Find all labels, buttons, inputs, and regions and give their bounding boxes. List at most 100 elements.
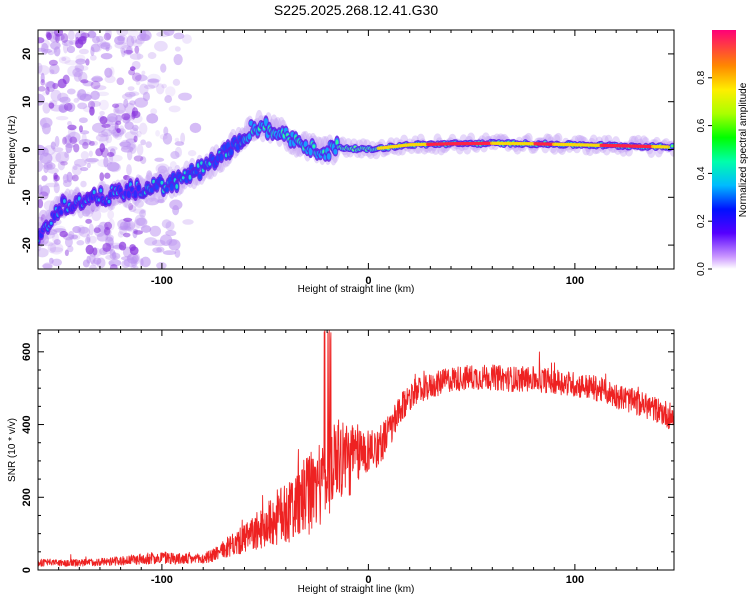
- spectrogram-noise-blob: [69, 136, 78, 145]
- spectrogram-noise-blob: [116, 77, 125, 86]
- spectrogram-noise-blob: [133, 208, 147, 214]
- snr-xlabel: Height of straight line (km): [298, 584, 415, 595]
- spectrogram-noise-blob: [64, 236, 73, 248]
- spectrogram-noise-blob: [102, 242, 112, 252]
- spectrogram-noise-blob: [67, 245, 74, 253]
- spectrogram-noise-blob: [129, 53, 144, 60]
- spectrogram-noise-blob: [88, 264, 98, 269]
- snr-xtick-label: -100: [151, 574, 173, 586]
- spectrogram-noise-blob: [76, 240, 85, 246]
- spectrogram-ridge-core: [263, 118, 268, 127]
- spectrogram-noise-blob: [90, 100, 102, 107]
- spectrogram-noise-blob: [136, 217, 148, 227]
- spectrogram-noise-blob: [161, 83, 167, 89]
- spectrogram-noise-blob: [78, 117, 88, 124]
- spectrogram-noise-blob: [72, 165, 78, 171]
- spectrogram-noise-blob: [55, 115, 69, 121]
- spectrogram-ridge-peak: [175, 184, 179, 189]
- snr-xtick-label: 0: [365, 574, 371, 586]
- spectrogram-noise-blob: [169, 199, 183, 211]
- spectrogram-noise-blob: [99, 110, 105, 116]
- spectrogram-noise-blob: [105, 30, 112, 40]
- spectrogram-noise-blob: [121, 93, 133, 100]
- spectrogram-noise-blob: [38, 37, 45, 44]
- spectrogram-noise-blob: [38, 86, 46, 92]
- colorbar: 0.0 0.2 0.4 0.6 0.8 Normalized spectral ampl…: [696, 30, 749, 276]
- spectrogram-noise-blob: [85, 244, 94, 255]
- spectrogram-noise-blob: [40, 78, 46, 86]
- spectrogram-noise-blob: [90, 80, 101, 90]
- spectrogram-noise-blob: [114, 133, 123, 140]
- spectrogram-ridge-peak: [188, 174, 192, 180]
- spectrogram-noise-blob: [162, 132, 173, 145]
- spectrogram-noise-blob: [113, 106, 120, 114]
- spectrogram-ridge-core: [333, 148, 338, 155]
- spectrogram-noise-blob: [71, 234, 79, 240]
- spectrogram-noise-blob: [49, 63, 60, 75]
- spectrogram-noise-blob: [173, 53, 183, 66]
- spectrogram-noise-blob: [91, 209, 102, 222]
- spectrogram-noise-blob: [51, 258, 62, 267]
- spectrogram-noise-blob: [61, 57, 67, 62]
- spectrogram-noise-blob: [82, 259, 90, 268]
- spectrogram-noise-blob: [119, 221, 129, 231]
- spectrogram-noise-blob: [73, 97, 79, 103]
- spectrogram-noise-blob: [128, 91, 140, 97]
- spectrogram-noise-blob: [83, 158, 97, 165]
- spectrogram-noise-blob: [71, 174, 79, 182]
- spectrogram-noise-blob: [91, 35, 101, 44]
- spectrogram-noise-blob: [77, 102, 88, 110]
- spectrogram-xtick-label: 100: [566, 275, 584, 287]
- spectrogram-noise-blob: [85, 208, 93, 218]
- spectrogram-noise-blob: [104, 221, 113, 230]
- spectrogram-noise-blob: [136, 143, 144, 156]
- spectrogram-noise-blob: [182, 219, 194, 225]
- spectrogram-noise-blob: [112, 103, 120, 108]
- spectrogram-noise-blob: [88, 235, 97, 244]
- spectrogram-noise-blob: [67, 88, 76, 95]
- spectrogram-noise-blob: [41, 175, 48, 182]
- spectrogram-noise-blob: [99, 172, 105, 182]
- spectrogram-noise-blob: [90, 43, 101, 53]
- colorbar-gradient: [712, 30, 736, 269]
- spectrogram-ytick-label: 0: [21, 146, 33, 152]
- spectrogram-noise-blob: [63, 102, 73, 111]
- spectrogram-noise-blob: [155, 130, 160, 137]
- spectrogram-noise-blob: [67, 65, 80, 77]
- spectrogram-ytick-label: -10: [21, 189, 33, 205]
- spectrogram-noise-blob: [116, 30, 129, 37]
- spectrogram-noise-blob: [134, 97, 149, 108]
- spectrogram-noise-blob: [140, 209, 146, 215]
- spectrogram-noise-blob: [53, 182, 60, 194]
- snr-xtick-label: 100: [566, 574, 584, 586]
- colorbar-ticks: 0.0 0.2 0.4 0.6 0.8: [696, 70, 712, 276]
- spectrogram-noise-blob: [104, 172, 111, 179]
- spectrogram-noise-blob: [65, 142, 73, 154]
- spectrogram-ridge-core: [169, 183, 174, 191]
- snr-ytick-label: 0: [21, 567, 33, 573]
- spectrogram-noise-blob: [50, 89, 62, 102]
- spectrogram-noise-blob: [147, 52, 157, 60]
- spectrogram-noise-blob: [85, 218, 92, 224]
- spectrogram-noise-blob: [129, 100, 136, 106]
- spectrogram-noise-blob: [50, 151, 62, 163]
- spectrogram-noise-blob: [157, 165, 168, 174]
- spectrogram-noise-blob: [89, 106, 95, 116]
- spectrogram-noise-blob: [38, 65, 50, 76]
- spectrogram-noise-blob: [49, 242, 64, 255]
- colorbar-label: Normalized spectral amplitude: [738, 82, 749, 217]
- spectrogram-ridge-peak: [312, 144, 316, 148]
- spectrogram-noise-blob: [139, 209, 146, 218]
- spectrogram-noise-blob: [98, 99, 109, 111]
- spectrogram-ridge-peak: [160, 180, 164, 185]
- spectrogram-noise-blob: [136, 52, 141, 60]
- spectrogram-noise-blob: [46, 80, 56, 92]
- spectrogram-noise-blob: [45, 86, 50, 95]
- spectrogram-noise-blob: [108, 125, 118, 134]
- spectrogram-noise-blob: [95, 133, 109, 142]
- spectrogram-noise-blob: [114, 41, 129, 49]
- spectrogram-noise-blob: [78, 48, 89, 55]
- spectrogram-noise-blob: [61, 39, 74, 47]
- spectrogram-noise-blob: [123, 174, 130, 181]
